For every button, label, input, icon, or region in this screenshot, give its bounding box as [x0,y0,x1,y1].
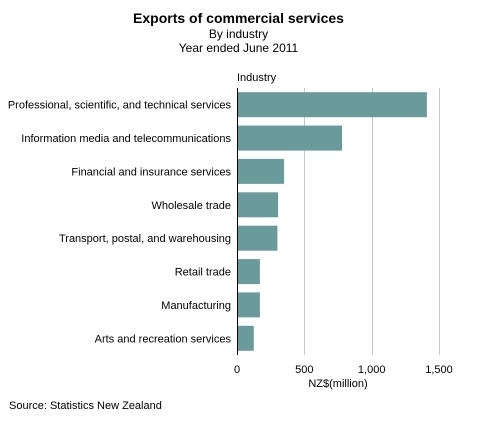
y-axis-title: Industry [237,72,277,84]
bar [237,325,254,351]
bar [237,125,342,151]
category-label: Arts and recreation services [95,333,232,345]
x-tick-label: 500 [295,364,313,376]
chart-subtitle-line-1: By industry [208,27,269,41]
category-label: Retail trade [175,267,231,279]
chart-titles: Exports of commercial services By indust… [0,10,477,55]
category-label: Manufacturing [161,300,231,312]
bar [237,92,427,118]
category-label: Professional, scientific, and technical … [8,100,232,112]
bar [237,158,285,184]
category-label: Transport, postal, and warehousing [59,233,231,245]
x-axis-title: NZ$(million) [308,378,367,390]
chart-subtitle-line-2: Year ended June 2011 [178,41,299,55]
bar [237,225,278,251]
category-label: Wholesale trade [152,200,232,212]
source-note: Source: Statistics New Zealand [9,400,162,412]
bar [237,259,260,285]
category-label: Financial and insurance services [71,166,231,178]
chart-title: Exports of commercial services [133,10,344,26]
x-tick-label: 1,500 [425,364,453,376]
category-label: Information media and telecommunications [21,133,231,145]
x-tick-label: 0 [234,364,240,376]
bar [237,292,260,318]
x-tick-label: 1,000 [358,364,386,376]
bar [237,192,279,218]
